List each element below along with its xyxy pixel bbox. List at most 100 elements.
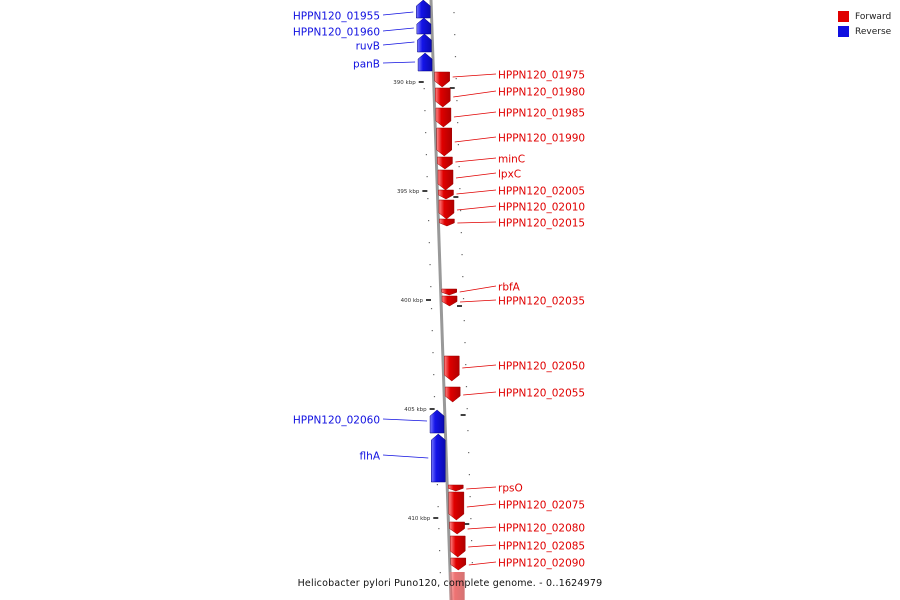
gene-arrow-rpso[interactable] [448, 484, 464, 492]
gene-arrow-minc[interactable] [437, 156, 453, 170]
gene-arrow-hppn120-01980[interactable] [435, 87, 451, 108]
gene-label-ruvb[interactable]: ruvB [356, 41, 380, 53]
minor-tick [427, 198, 429, 200]
minor-tick [465, 386, 468, 388]
minor-tick [428, 220, 430, 222]
legend-label-reverse: Reverse [855, 26, 892, 37]
gene-arrow-hppn120-01955[interactable] [416, 0, 431, 19]
gene-label-hppn120-02055[interactable]: HPPN120_02055 [498, 388, 585, 400]
reverse-swatch [838, 26, 849, 37]
gene-label-hppn120-01990[interactable]: HPPN120_01990 [498, 133, 585, 145]
scale-tick-label: 405 kbp [404, 407, 427, 413]
gene-arrow-hppn120-01975[interactable] [434, 71, 450, 88]
gene-label-rpso[interactable]: rpsO [498, 483, 523, 495]
minor-tick [457, 144, 459, 146]
gene-label-hppn120-02035[interactable]: HPPN120_02035 [498, 296, 585, 308]
gene-label-hppn120-02090[interactable]: HPPN120_02090 [498, 558, 585, 570]
minor-tick [424, 110, 426, 112]
gene-label-hppn120-02050[interactable]: HPPN120_02050 [498, 361, 585, 373]
gene-label-panb[interactable]: panB [353, 59, 380, 71]
legend: Forward Reverse [838, 9, 891, 39]
minor-tick [425, 154, 427, 156]
gene-arrow-hppn120-02075[interactable] [448, 491, 465, 521]
gene-arrow-hppn120-02085[interactable] [449, 535, 466, 558]
label-line [382, 27, 414, 32]
gene-arrow-rbfa[interactable] [441, 288, 457, 296]
gene-labels: HPPN120_01955 HPPN120_01960 ruvB panB HPPN12… [293, 11, 585, 570]
label-line [456, 189, 497, 195]
gene-label-hppn120-01985[interactable]: HPPN120_01985 [498, 108, 585, 120]
minor-tick [423, 88, 425, 90]
minor-tick [437, 506, 439, 508]
minor-tick [439, 572, 441, 574]
minor-tick [426, 176, 428, 178]
gene-label-hppn120-02005[interactable]: HPPN120_02005 [498, 186, 585, 198]
minor-tick [425, 132, 427, 134]
genome-backbone [429, 0, 453, 600]
gene-label-rbfa[interactable]: rbfA [498, 282, 521, 294]
gene-label-hppn120-02085[interactable]: HPPN120_02085 [498, 541, 585, 553]
minor-tick [463, 320, 465, 322]
gene-label-hppn120-02015[interactable]: HPPN120_02015 [498, 218, 585, 230]
minor-tick [429, 264, 431, 266]
gene-arrow-flha[interactable] [431, 433, 446, 483]
gene-arrow-hppn120-02005[interactable] [438, 189, 454, 200]
minor-tick [433, 374, 435, 376]
gene-arrow-hppn120-01960[interactable] [416, 17, 432, 35]
minor-tick [470, 518, 472, 520]
gene-label-hppn120-02080[interactable]: HPPN120_02080 [498, 523, 585, 535]
label-line [452, 73, 497, 78]
gene-label-hppn120-01955[interactable]: HPPN120_01955 [293, 11, 380, 23]
minor-tick [462, 298, 465, 300]
legend-item-reverse: Reverse [838, 24, 891, 39]
label-line [466, 486, 497, 490]
scale-tick-label: 410 kbp [408, 516, 431, 522]
gene-label-hppn120-02060[interactable]: HPPN120_02060 [293, 415, 380, 427]
gene-arrow-lpxc[interactable] [437, 169, 454, 191]
minor-tick [456, 100, 458, 102]
gene-label-lpxc[interactable]: lpxC [498, 169, 521, 181]
label-line [468, 544, 497, 548]
gene-label-hppn120-01960[interactable]: HPPN120_01960 [293, 27, 380, 39]
minor-tick [461, 254, 463, 256]
label-line [466, 503, 497, 508]
label-line [382, 454, 429, 459]
minor-tick [431, 330, 433, 332]
minor-tick [430, 308, 433, 310]
gene-arrow-hppn120-02015[interactable] [439, 218, 455, 227]
gene-label-hppn120-01975[interactable]: HPPN120_01975 [498, 70, 585, 82]
gene-arrow-ruvb[interactable] [417, 33, 432, 53]
gene-arrow-hppn120-01990[interactable] [436, 127, 452, 157]
gene-arrow-hppn120-02055[interactable] [444, 386, 461, 403]
gene-arrow-hppn120-02090[interactable] [450, 557, 467, 571]
minor-tick [471, 540, 473, 542]
minor-tick [465, 364, 467, 366]
gene-label-flha[interactable]: flhA [360, 451, 381, 463]
gene-arrow-hppn120-02080[interactable] [449, 521, 465, 535]
gene-label-hppn120-01980[interactable]: HPPN120_01980 [498, 87, 585, 99]
minor-tick [432, 352, 434, 354]
gene-arrow-hppn120-02035[interactable] [441, 295, 458, 307]
minor-tick [459, 188, 461, 190]
gene-arrow-hppn120-02010[interactable] [438, 199, 455, 220]
minor-tick [460, 232, 462, 234]
minor-tick [462, 276, 464, 278]
gene-label-minc[interactable]: minC [498, 154, 525, 166]
gene-arrow-hppn120-01985[interactable] [435, 107, 452, 128]
minor-tick [455, 78, 457, 80]
label-line [453, 90, 497, 98]
gene-label-hppn120-02075[interactable]: HPPN120_02075 [498, 500, 585, 512]
scale-tick-label: 390 kbp [393, 80, 416, 86]
label-line [457, 221, 497, 224]
gene-label-hppn120-02010[interactable]: HPPN120_02010 [498, 202, 585, 214]
gene-arrow-panb[interactable] [417, 52, 433, 72]
minor-tick [438, 528, 440, 530]
label-line [468, 561, 497, 566]
minor-tick [458, 166, 460, 168]
minor-tick [466, 408, 468, 410]
gene-arrow-hppn120-02050[interactable] [444, 355, 460, 382]
gene-arrow-hppn120-02060[interactable] [429, 409, 445, 434]
gene-arrow-partial [449, 572, 465, 600]
scale-ticks: 390 kbp 395 kbp 400 kbp 405 kbp 410 kbp [393, 80, 470, 525]
